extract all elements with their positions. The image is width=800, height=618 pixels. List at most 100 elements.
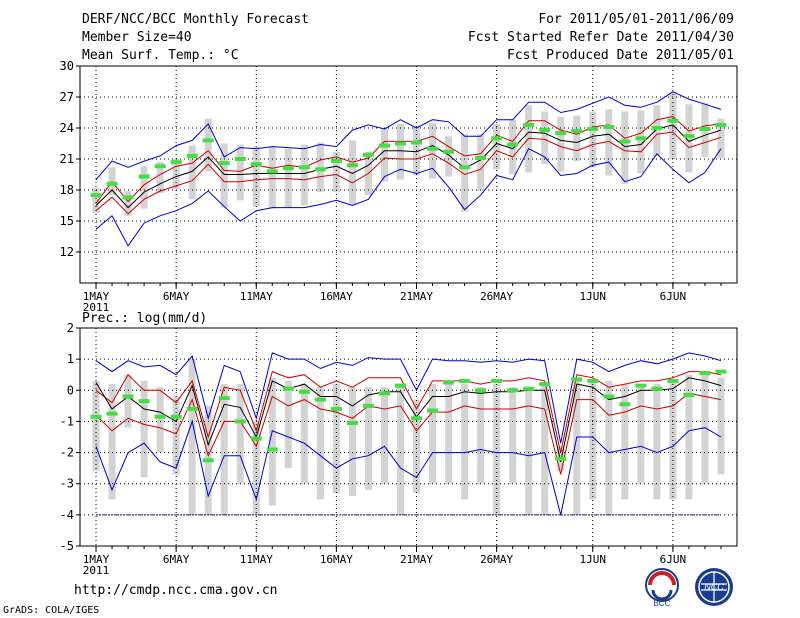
panel2-bar <box>477 387 485 484</box>
panel1-bar <box>509 119 517 175</box>
source-url[interactable]: http://cmdp.ncc.cma.gov.cn <box>74 583 278 598</box>
panel1-obs-point <box>523 122 535 127</box>
panel2-bar <box>653 384 661 500</box>
panel2-bar <box>637 384 645 484</box>
svg-text:NCC: NCC <box>704 582 724 592</box>
panel1-obs-point <box>218 161 230 166</box>
panel2-bar <box>445 380 453 484</box>
panel2-series-max <box>95 352 722 444</box>
panel2-obs-point <box>218 396 230 401</box>
panel2-obs-point <box>122 394 134 399</box>
panel1-bar <box>685 104 693 173</box>
panel2-bar <box>621 384 629 500</box>
panel2-bar <box>188 359 196 515</box>
panel2-xtick-label: 6MAY <box>163 553 190 566</box>
panel2-ytick-label: -3 <box>60 477 74 491</box>
panel1-ytick-label: 15 <box>60 214 74 228</box>
panel1-obs-point <box>539 128 551 133</box>
panel2-bar <box>509 387 517 484</box>
panel1-xtick-label: 6MAY <box>163 290 190 303</box>
panel2-bar <box>172 396 180 475</box>
panel1-obs-point <box>122 195 134 200</box>
grads-credit: GrADS: COLA/IGES <box>3 605 100 616</box>
panel2-obs-point <box>587 378 599 383</box>
panel2-bar <box>108 384 116 500</box>
panel1-year-label: 2011 <box>83 301 110 314</box>
panel1-obs-point <box>234 157 246 161</box>
panel1-obs-point <box>394 141 406 146</box>
logos: BCC NCC <box>645 568 733 608</box>
panel1-bar <box>445 136 453 177</box>
panel1-obs-point <box>154 164 166 169</box>
panel1-obs-point <box>635 136 647 141</box>
panel1-bar <box>541 111 549 165</box>
panel2-obs-point <box>427 408 439 413</box>
panel1-ytick-label: 27 <box>60 90 74 104</box>
panel1-ytick-label: 24 <box>60 121 74 135</box>
panel2-bar <box>348 387 356 497</box>
panel1-bar <box>220 143 228 208</box>
panel1-series-min <box>95 148 722 247</box>
panel1-obs-point <box>266 169 278 174</box>
panel1-ytick-label: 12 <box>60 245 74 259</box>
panel1-bar <box>332 151 340 193</box>
panel1-ytick-label: 18 <box>60 183 74 197</box>
panel2-bar <box>316 387 324 500</box>
panel2-obs-point <box>346 420 358 425</box>
panel2-bar <box>429 384 437 484</box>
panel2-ytick-label: 0 <box>67 383 74 397</box>
panel1-bar <box>461 134 469 212</box>
panel1-bar <box>557 116 565 172</box>
panel1-xtick-label: 1JUN <box>580 290 607 303</box>
panel2-series-min <box>95 419 722 516</box>
panel2-obs-point <box>266 447 278 452</box>
panel1-xtick-label: 16MAY <box>320 290 353 303</box>
panel1-bar <box>380 128 388 182</box>
panel1-xtick-label: 26MAY <box>480 290 513 303</box>
panel2-ytick-label: -4 <box>60 508 74 522</box>
panel2-xtick-label: 6JUN <box>660 553 687 566</box>
panel2-obs-point <box>683 392 695 397</box>
panel1-bar <box>300 144 308 206</box>
panel2-bar <box>140 380 148 478</box>
panel2-ytick-label: 1 <box>67 352 74 366</box>
panel1-bar <box>605 109 613 176</box>
panel2-year-label: 2011 <box>83 564 110 577</box>
panel1-xtick-label: 1MAY <box>83 290 110 303</box>
panel1-bar <box>621 111 629 184</box>
panel2-bar <box>220 384 228 515</box>
panel1-obs-point <box>459 165 471 170</box>
panel1-obs-point <box>651 126 663 130</box>
panel2-obs-point <box>619 402 631 407</box>
panel1-bar <box>573 115 581 162</box>
panel2-bar <box>701 374 709 484</box>
start-date: Fcst Started Refer Date 2011/04/30 <box>467 30 734 45</box>
panel2-obs-point <box>186 406 198 411</box>
panel1-obs-point <box>90 193 102 198</box>
panel1-obs-point <box>619 139 631 144</box>
panel2-obs-point <box>603 394 615 399</box>
panel2-bar <box>364 387 372 490</box>
panel2-obs-point <box>411 416 423 421</box>
panel2-obs-point <box>651 386 663 391</box>
panel1-ytick-label: 30 <box>60 59 74 73</box>
panel2-obs-point <box>138 399 150 404</box>
panel1-obs-point <box>427 146 439 151</box>
panel1-bar <box>124 191 132 216</box>
panel1-obs-point <box>475 155 487 160</box>
panel1-bar <box>396 123 404 180</box>
panel1-obs-point <box>491 136 503 141</box>
panel1-bar <box>92 187 100 213</box>
panel2-bar <box>124 374 132 428</box>
variable-label: Mean Surf. Temp.: °C <box>82 48 239 63</box>
panel2-ytick-label: 2 <box>67 321 74 335</box>
panel1-xtick-label: 6JUN <box>660 290 687 303</box>
panel2-bar <box>300 384 308 484</box>
panel2-obs-point <box>170 414 182 419</box>
panel2-bar <box>156 387 164 453</box>
panel1-bar <box>653 105 661 156</box>
panel1-bar <box>268 146 276 209</box>
panel2-bar <box>92 380 100 472</box>
panel1-obs-point <box>587 127 599 132</box>
